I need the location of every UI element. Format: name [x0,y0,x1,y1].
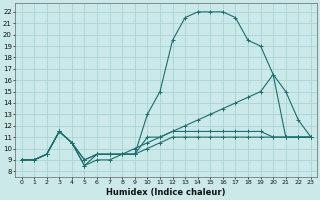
X-axis label: Humidex (Indice chaleur): Humidex (Indice chaleur) [107,188,226,197]
